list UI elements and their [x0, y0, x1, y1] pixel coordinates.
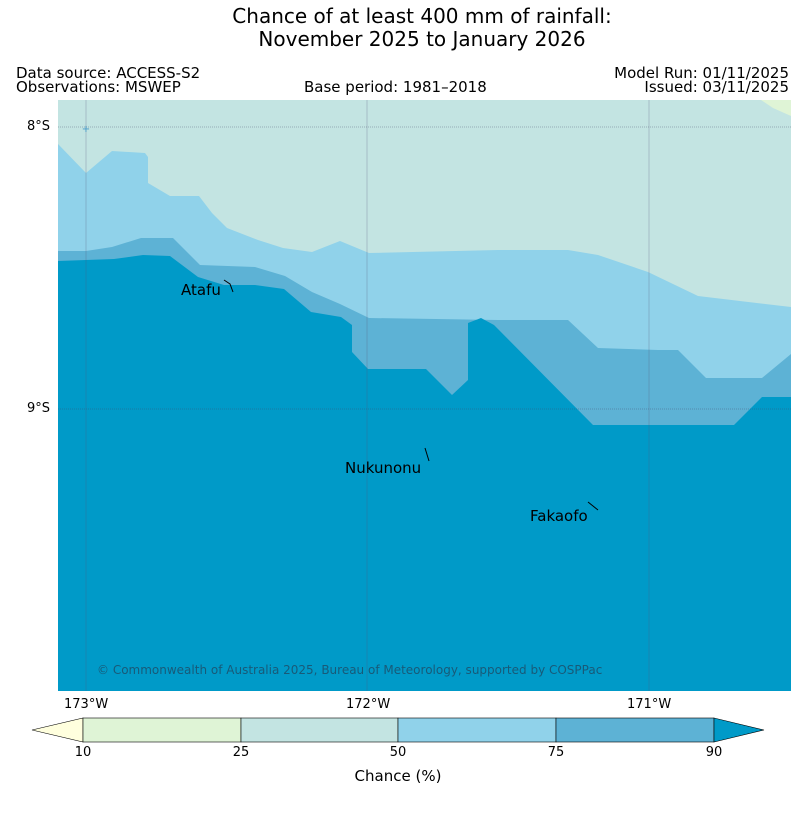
data-source-label: Data source: ACCESS-S2	[16, 64, 201, 82]
colorbar-tick-75: 75	[547, 745, 565, 760]
lon-label-172w: 172°W	[346, 697, 391, 712]
atafu-outline-icon	[223, 279, 234, 293]
place-label-nukunonu: Nukunonu	[345, 459, 421, 477]
colorbar-segment-75-90	[555, 717, 715, 743]
lat-label-8s: 8°S	[27, 119, 51, 134]
colorbar-tick-10: 10	[74, 745, 92, 760]
observations-label: Observations: MSWEP	[16, 78, 181, 96]
issued-label: Issued: 03/11/2025	[644, 78, 789, 96]
colorbar-tick-90: 90	[705, 745, 723, 760]
colorbar-label: Chance (%)	[354, 767, 442, 785]
lon-label-171w: 171°W	[627, 697, 672, 712]
colorbar-low-extension	[31, 717, 84, 743]
map-zone-90-plus	[58, 255, 791, 691]
colorbar-tick-25: 25	[232, 745, 250, 760]
fakaofo-outline-icon	[587, 501, 599, 511]
colorbar-segment-25-50	[240, 717, 399, 743]
rainfall-map: + Atafu Nukunonu Fakaofo © Commonwealth …	[58, 100, 791, 691]
place-label-atafu: Atafu	[181, 281, 221, 299]
lat-label-9s: 9°S	[27, 401, 51, 416]
copyright-text: © Commonwealth of Australia 2025, Bureau…	[97, 663, 602, 677]
nukunonu-outline-icon	[424, 447, 430, 462]
chart-title-line1: Chance of at least 400 mm of rainfall:	[232, 4, 612, 28]
map-zone-10-25	[761, 100, 791, 116]
colorbar-segment-50-75	[397, 717, 557, 743]
place-label-fakaofo: Fakaofo	[530, 507, 588, 525]
lon-label-173w: 173°W	[64, 697, 109, 712]
colorbar	[31, 717, 765, 743]
colorbar-high-extension	[713, 717, 765, 743]
colorbar-tick-50: 50	[389, 745, 407, 760]
colorbar-segment-10-25	[82, 717, 242, 743]
small-marker-icon: +	[82, 124, 90, 135]
model-run-label: Model Run: 01/11/2025	[614, 64, 789, 82]
chart-title-line2: November 2025 to January 2026	[258, 27, 586, 51]
base-period-label: Base period: 1981–2018	[304, 78, 487, 96]
